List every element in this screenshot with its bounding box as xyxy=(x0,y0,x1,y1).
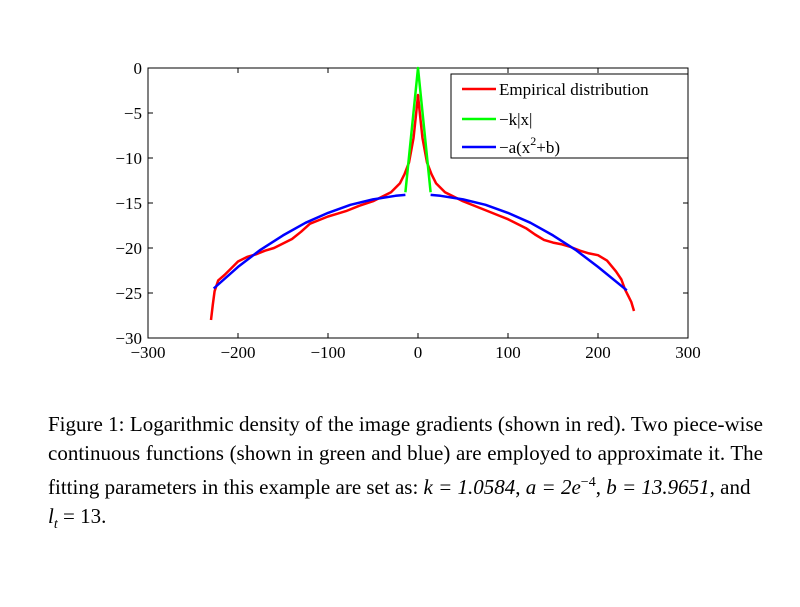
figure-caption: Figure 1: Logarithmic density of the ima… xyxy=(48,412,763,533)
x-tick-label: −200 xyxy=(220,343,255,362)
y-tick-label: −5 xyxy=(124,104,142,123)
series-quadratic xyxy=(212,193,628,292)
chart: −300 −200 −100 0 100 200 300 0 −5 −10 −15 −20 −25 −30… xyxy=(115,59,701,362)
x-tick-label: −100 xyxy=(310,343,345,362)
series-kx xyxy=(404,66,432,193)
legend-label-quadratic: −a(x2+b) xyxy=(499,134,560,157)
y-tick-label: −25 xyxy=(115,284,142,303)
y-tick-label: −20 xyxy=(115,239,142,258)
y-tick-label: 0 xyxy=(134,59,143,78)
y-tick-label: −10 xyxy=(115,149,142,168)
legend: Empirical distribution −k|x| −a(x2+b) xyxy=(450,73,689,159)
y-tick-label: −30 xyxy=(115,329,142,348)
x-tick-label: 0 xyxy=(414,343,423,362)
x-tick-label: −300 xyxy=(130,343,165,362)
x-tick-label: 300 xyxy=(675,343,701,362)
x-tick-label: 200 xyxy=(585,343,611,362)
x-tick-label: 100 xyxy=(495,343,521,362)
y-tick-label: −15 xyxy=(115,194,142,213)
legend-label-empirical: Empirical distribution xyxy=(499,80,649,99)
legend-label-kx: −k|x| xyxy=(499,110,532,129)
